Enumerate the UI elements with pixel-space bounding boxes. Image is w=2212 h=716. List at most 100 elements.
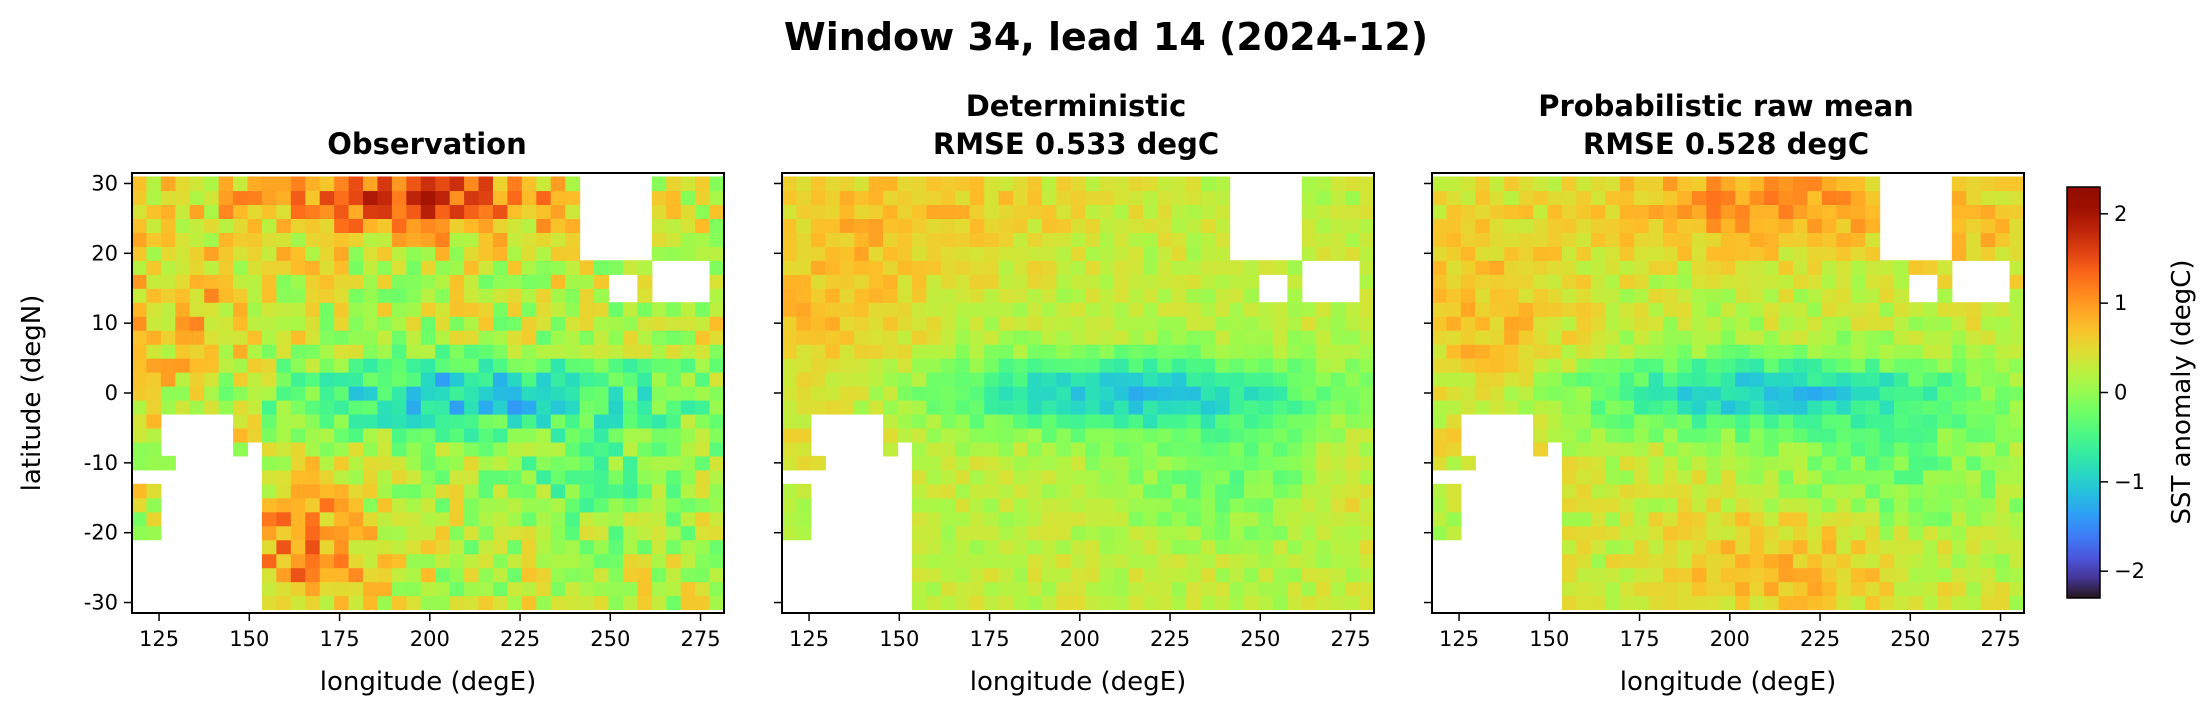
heatmap-cell	[810, 358, 826, 373]
heatmap-cell	[1590, 274, 1606, 289]
heatmap-cell	[1171, 302, 1187, 317]
heatmap-cell	[146, 232, 162, 247]
heatmap-cell	[1634, 497, 1650, 513]
heatmap-cell	[579, 483, 595, 499]
heatmap-cell	[1691, 581, 1707, 597]
heatmap-cell	[1359, 316, 1375, 331]
heatmap-cell	[1980, 218, 1996, 233]
heatmap-cell	[1749, 427, 1765, 443]
heatmap-cell	[695, 553, 711, 569]
heatmap-cell	[1432, 525, 1448, 541]
heatmap-cell	[1056, 567, 1072, 583]
heatmap-cell	[782, 176, 798, 192]
heatmap-cell	[709, 483, 725, 499]
heatmap-cell	[1157, 525, 1173, 541]
heatmap-cell	[204, 246, 220, 261]
heatmap-cell	[363, 455, 379, 471]
heatmap-cell	[435, 316, 451, 331]
heatmap-cell	[1056, 511, 1072, 527]
heatmap-cell	[1706, 260, 1722, 275]
heatmap-cell	[377, 274, 393, 289]
heatmap-cell	[1099, 595, 1115, 611]
heatmap-cell	[1749, 455, 1765, 471]
heatmap-cell	[247, 232, 263, 247]
heatmap-cell	[1446, 455, 1462, 471]
heatmap-cell	[2009, 372, 2025, 387]
heatmap-cell	[1114, 316, 1130, 331]
heatmap-cell	[1518, 288, 1534, 303]
heatmap-cell	[1215, 386, 1231, 401]
heatmap-cell	[449, 427, 465, 443]
heatmap-cell	[536, 386, 552, 401]
heatmap-cell	[782, 330, 798, 345]
heatmap-cell	[1648, 595, 1664, 611]
heatmap-cell	[1114, 567, 1130, 583]
heatmap-cell	[319, 316, 335, 331]
heatmap-cell	[1663, 302, 1679, 317]
heatmap-cell	[363, 190, 379, 206]
heatmap-cell	[1186, 330, 1202, 345]
heatmap-cell	[1432, 288, 1448, 303]
heatmap-cell	[420, 539, 436, 555]
heatmap-cell	[1345, 581, 1361, 597]
heatmap-cell	[1287, 386, 1303, 401]
heatmap-cell	[1345, 469, 1361, 485]
heatmap-cell	[1215, 441, 1231, 457]
heatmap-cell	[1937, 288, 1953, 303]
heatmap-cell	[622, 525, 638, 541]
heatmap-cell	[940, 539, 956, 555]
heatmap-cell	[204, 204, 220, 219]
heatmap-cell	[1980, 539, 1996, 555]
heatmap-cell	[1085, 288, 1101, 303]
heatmap-cell	[1244, 274, 1260, 289]
heatmap-cell	[1099, 567, 1115, 583]
heatmap-cell	[1070, 581, 1086, 597]
heatmap-cell	[998, 469, 1014, 485]
heatmap-cell	[782, 302, 798, 317]
heatmap-cell	[1720, 567, 1736, 583]
heatmap-cell	[247, 176, 263, 192]
heatmap-cell	[1547, 190, 1563, 206]
heatmap-cell	[854, 274, 870, 289]
heatmap-cell	[969, 204, 985, 219]
heatmap-cell	[1966, 539, 1982, 555]
heatmap-cell	[594, 288, 610, 303]
heatmap-cell	[1460, 330, 1476, 345]
heatmap-cell	[1114, 372, 1130, 387]
heatmap-cell	[1489, 316, 1505, 331]
x-tick-label: 225	[500, 627, 540, 651]
heatmap-cell	[926, 469, 942, 485]
heatmap-cell	[1576, 358, 1592, 373]
heatmap-cell	[1764, 246, 1780, 261]
heatmap-cell	[1677, 330, 1693, 345]
heatmap-cell	[175, 302, 191, 317]
heatmap-cell	[536, 427, 552, 443]
heatmap-cell	[1792, 358, 1809, 373]
heatmap-cell	[1345, 372, 1361, 387]
heatmap-cell	[146, 330, 162, 345]
heatmap-cell	[969, 511, 985, 527]
heatmap-cell	[478, 455, 494, 471]
heatmap-cell	[334, 525, 350, 541]
heatmap-cell	[247, 358, 263, 373]
heatmap-cell	[261, 595, 277, 611]
heatmap-cell	[1634, 232, 1650, 247]
heatmap-cell	[1648, 190, 1664, 206]
heatmap-cell	[796, 386, 812, 401]
heatmap-cell	[998, 316, 1014, 331]
heatmap-cell	[1691, 399, 1707, 415]
heatmap-cell	[391, 539, 407, 555]
heatmap-cell	[1937, 399, 1953, 415]
heatmap-cell	[1258, 567, 1274, 583]
heatmap-cell	[1865, 218, 1881, 233]
heatmap-cell	[1865, 288, 1881, 303]
heatmap-cell	[680, 581, 696, 597]
heatmap-cell	[319, 497, 335, 513]
heatmap-cell	[175, 399, 191, 415]
heatmap-cell	[1157, 372, 1173, 387]
heatmap-cell	[319, 386, 335, 401]
heatmap-cell	[1013, 316, 1029, 331]
heatmap-cell	[998, 218, 1014, 233]
heatmap-cell	[420, 372, 436, 387]
heatmap-cell	[1272, 469, 1288, 485]
